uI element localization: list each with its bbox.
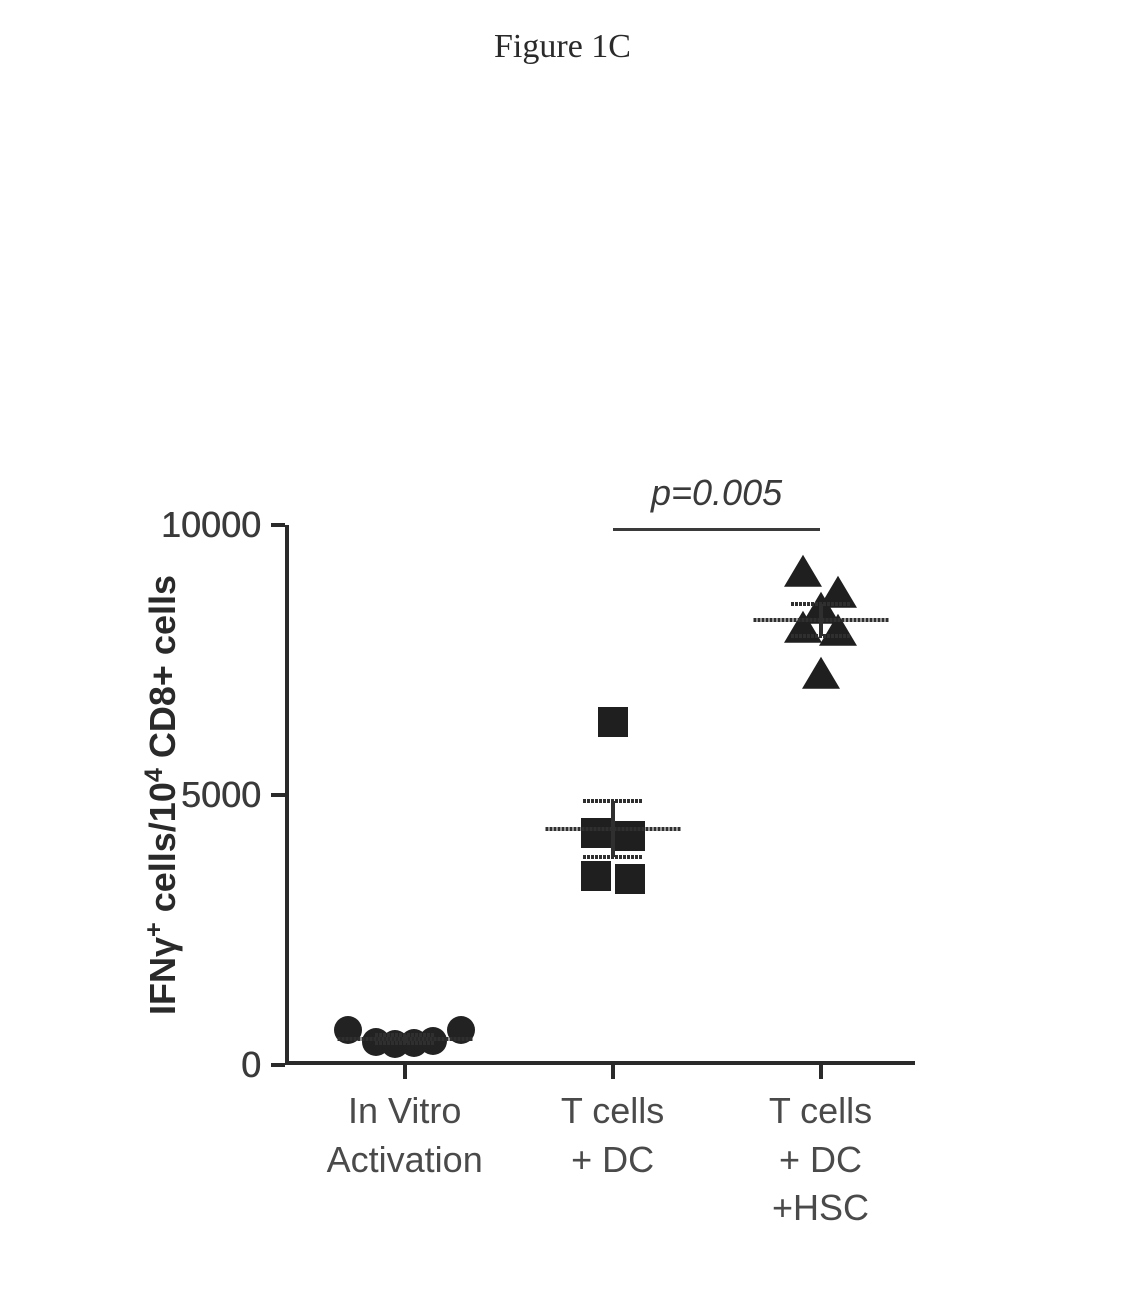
figure-title: Figure 1C <box>0 28 1125 66</box>
x-category-label: In Vitro Activation <box>327 1087 483 1184</box>
data-point <box>802 657 840 689</box>
scatter-chart: IFNγ+ cells/104 CD8+ cells p=0.005 0 5000… <box>120 420 1020 1270</box>
y-tick <box>271 793 285 797</box>
plot-area: IFNγ+ cells/104 CD8+ cells p=0.005 05000… <box>285 525 915 1065</box>
y-tick <box>271 523 285 527</box>
x-tick <box>819 1065 823 1079</box>
y-tick <box>271 1063 285 1067</box>
data-point <box>784 611 822 643</box>
y-tick-label: 0 <box>241 1044 261 1086</box>
data-point <box>784 554 822 586</box>
x-tick <box>611 1065 615 1079</box>
x-tick <box>403 1065 407 1079</box>
data-point <box>581 818 611 848</box>
data-point <box>615 864 645 894</box>
x-category-label: T cells + DC <box>561 1087 664 1184</box>
error-stem <box>611 801 615 857</box>
data-point <box>581 861 611 891</box>
significance-label: p=0.005 <box>651 472 782 514</box>
error-stem <box>403 1035 407 1043</box>
y-axis-line <box>285 525 289 1065</box>
y-tick-label: 5000 <box>181 774 261 816</box>
y-tick-label: 10000 <box>161 504 261 546</box>
data-point <box>598 707 628 737</box>
significance-line <box>613 528 821 531</box>
data-point <box>615 821 645 851</box>
x-category-label: T cells + DC +HSC <box>769 1087 872 1233</box>
y-axis-title: IFNγ+ cells/104 CD8+ cells <box>140 575 184 1015</box>
error-stem <box>819 604 823 636</box>
